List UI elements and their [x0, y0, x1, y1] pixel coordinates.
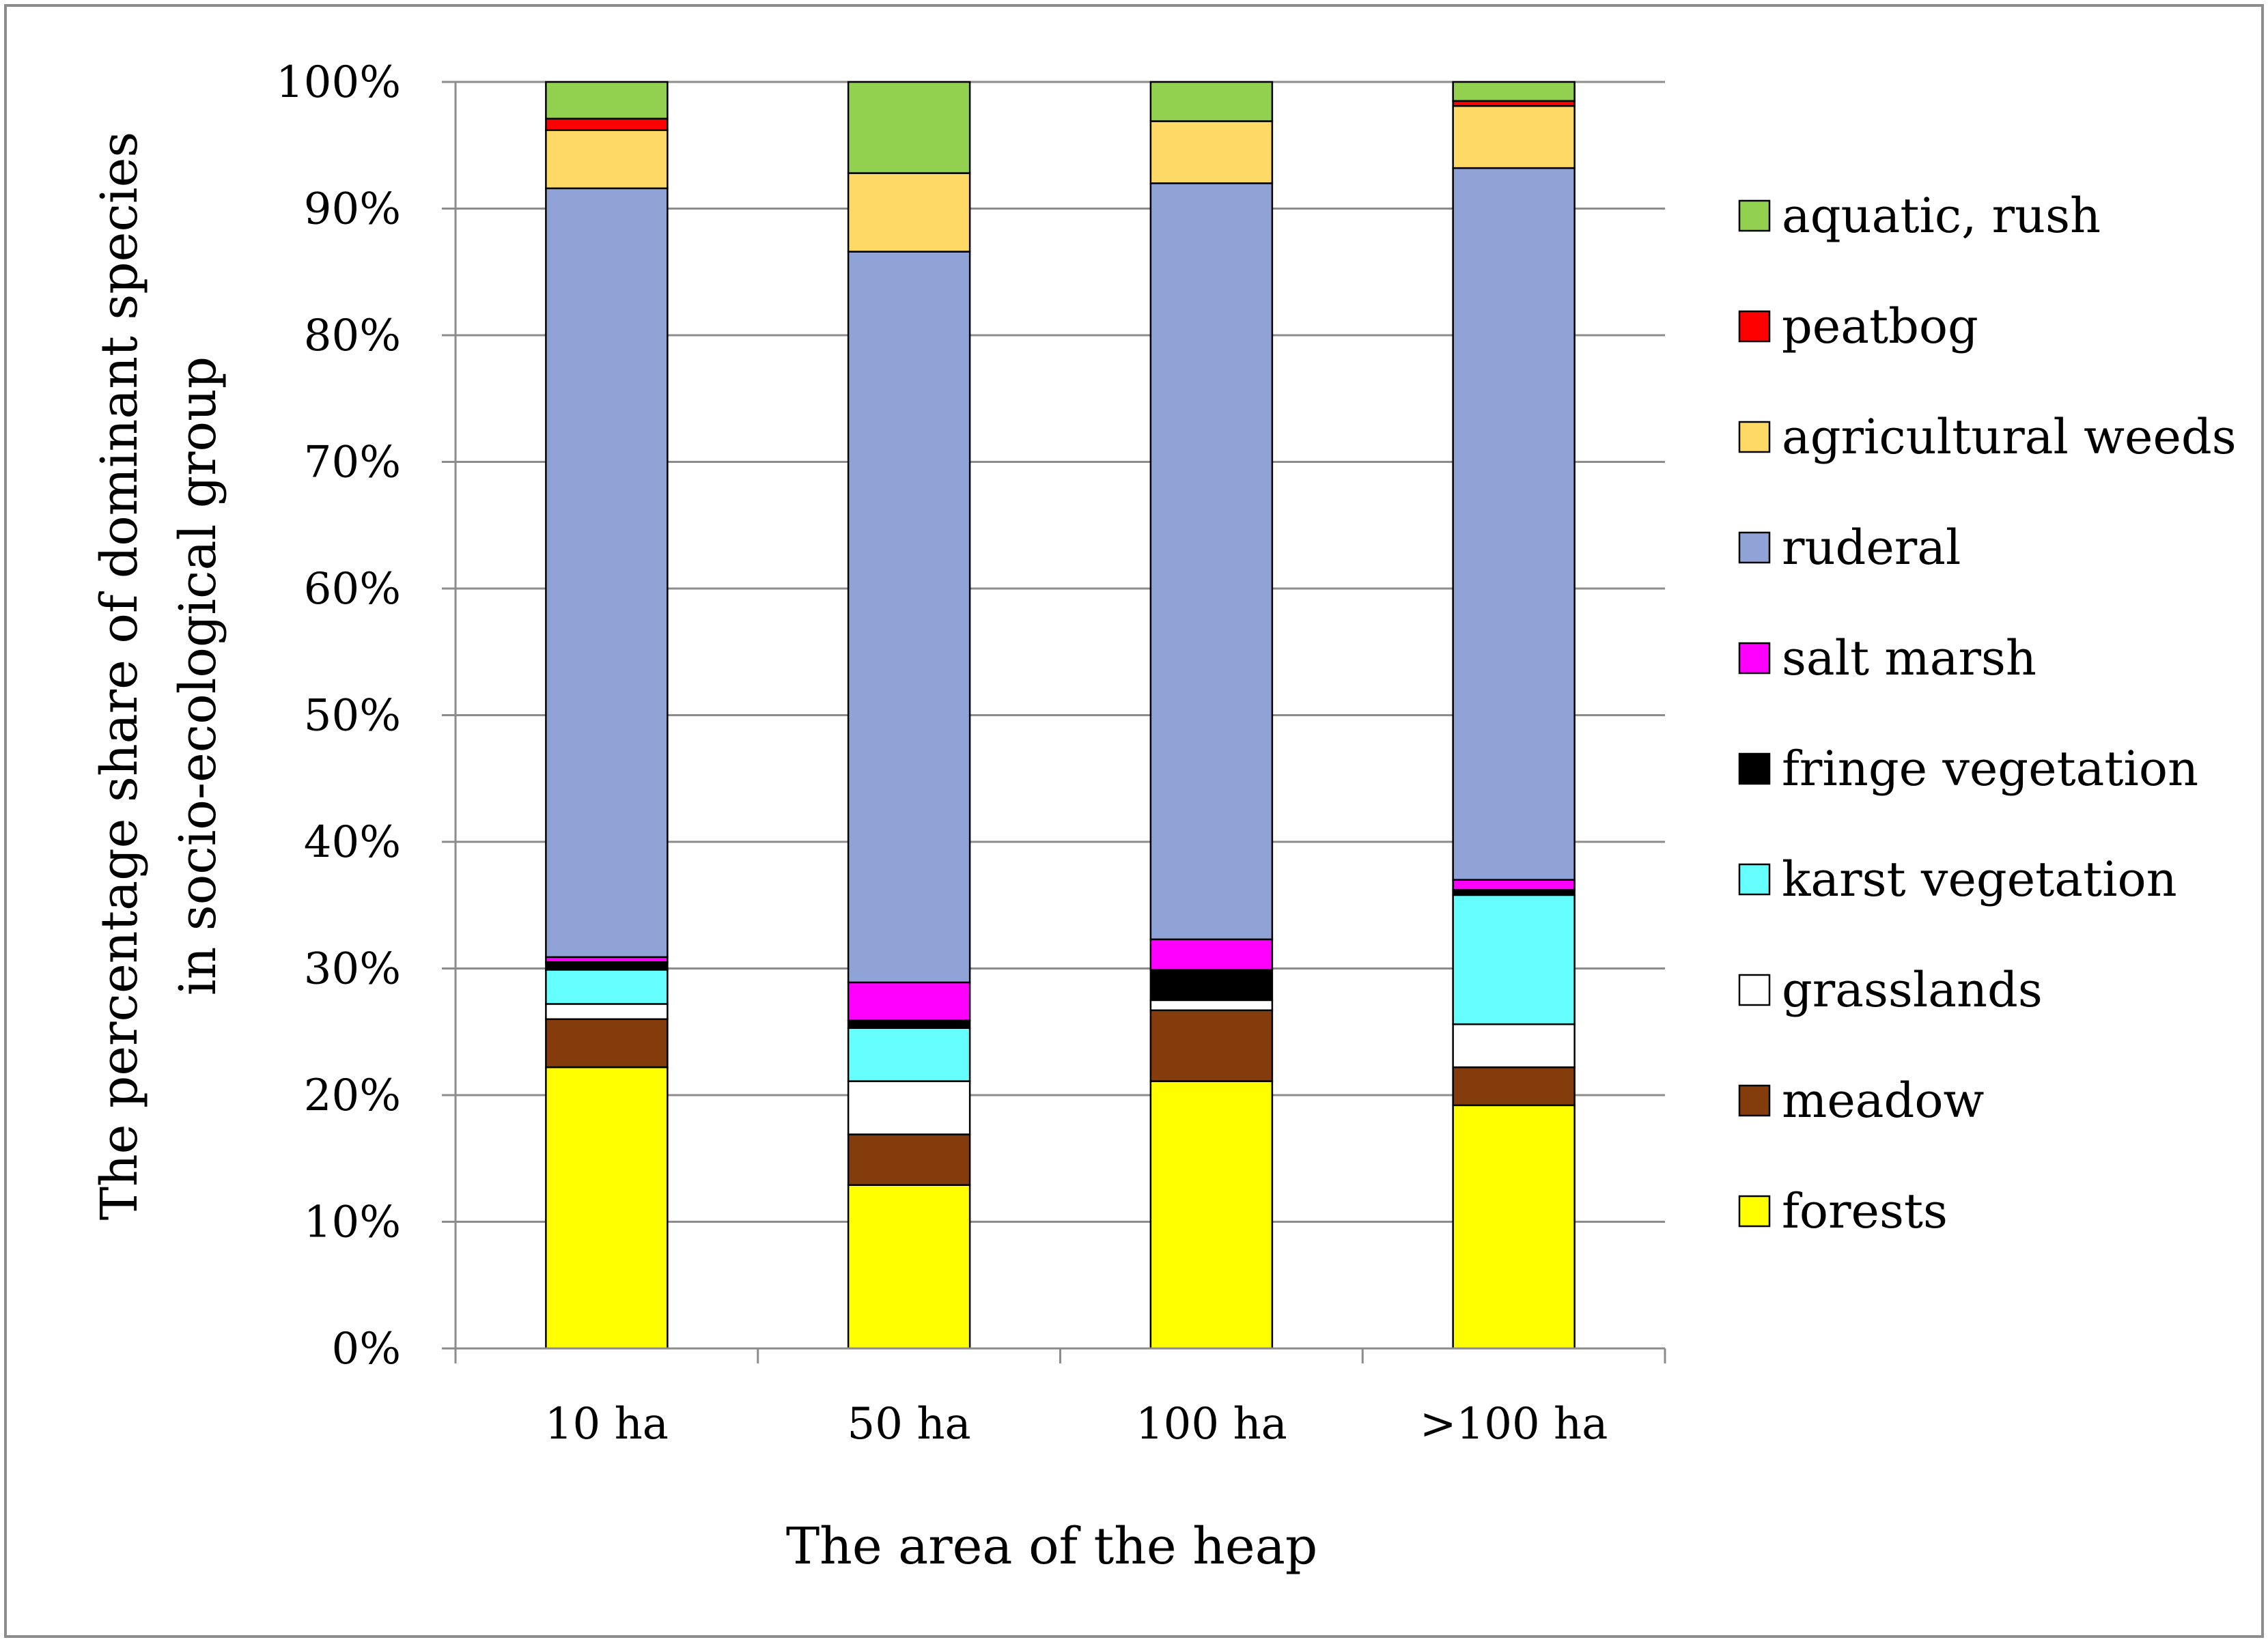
bar-segment-grasslands: [1149, 999, 1274, 1011]
legend-swatch: [1738, 199, 1771, 232]
y-tick-label: 80%: [304, 311, 401, 361]
bar-segment-salt-marsh: [847, 981, 971, 1021]
bars: [545, 81, 1576, 1350]
legend-item: ruderal: [1738, 520, 1961, 576]
y-axis-title-line-2: in socio-ecological group: [169, 356, 227, 995]
legend-label: grasslands: [1782, 962, 2043, 1018]
bar-segment-karst-vegetation: [1452, 894, 1576, 1025]
legend-item: salt marsh: [1738, 630, 2036, 686]
y-tick-label: 30%: [304, 944, 401, 995]
y-tick-labels: 0% 10% 20% 30% 40% 50% 60% 70% 80% 90% 100%: [276, 57, 401, 1374]
bar-segment-grasslands: [1452, 1023, 1576, 1068]
bar-segment-aquatic-rush: [1452, 81, 1576, 102]
legend-item: forests: [1738, 1183, 1948, 1239]
x-category-label: 10 ha: [545, 1399, 669, 1449]
legend-item: aquatic, rush: [1738, 188, 2101, 244]
legend-swatch: [1738, 310, 1771, 343]
bar-segment-karst-vegetation: [545, 969, 669, 1005]
legend-swatch: [1738, 1084, 1771, 1117]
x-axis-title: The area of the heap: [786, 1517, 1317, 1576]
legend-swatch: [1738, 1195, 1771, 1228]
legend-label: meadow: [1782, 1073, 1984, 1129]
y-tick-label: 20%: [304, 1071, 401, 1121]
legend-label: forests: [1782, 1183, 1948, 1239]
legend-label: ruderal: [1782, 520, 1961, 576]
y-tick-label: 40%: [304, 817, 401, 868]
y-tick-label: 70%: [304, 438, 401, 488]
bar-segment-meadow: [1149, 1009, 1274, 1082]
legend-item: grasslands: [1738, 962, 2043, 1018]
x-category-label: 100 ha: [1136, 1399, 1287, 1449]
axes: [442, 81, 1666, 1363]
bar-segment-forests: [1452, 1104, 1576, 1350]
y-tick-label: 0%: [331, 1324, 401, 1374]
legend-swatch: [1738, 642, 1771, 675]
legend-label: salt marsh: [1782, 630, 2036, 686]
bar-segment-forests: [847, 1184, 971, 1350]
y-tick-label: 50%: [304, 691, 401, 741]
bar-segment-aquatic-rush: [545, 81, 669, 120]
y-tick-label: 90%: [304, 184, 401, 235]
legend: aquatic, rush peatbog agricultural weeds ru…: [1738, 188, 2237, 1239]
bar-segment-agricultural-weeds: [847, 172, 971, 253]
legend-item: peatbog: [1738, 298, 1978, 354]
legend-swatch: [1738, 863, 1771, 896]
x-category-labels: 10 ha 50 ha 100 ha >100 ha: [545, 1399, 1608, 1449]
legend-item: karst vegetation: [1738, 851, 2177, 907]
bar-segment-meadow: [1452, 1066, 1576, 1107]
bar-segment-karst-vegetation: [847, 1027, 971, 1082]
legend-swatch: [1738, 531, 1771, 564]
bar-segment-agricultural-weeds: [1452, 104, 1576, 169]
legend-label: peatbog: [1782, 298, 1978, 354]
bar-segment-fringe-vegetation: [1149, 969, 1274, 1002]
y-tick-label: 10%: [304, 1198, 401, 1248]
legend-label: agricultural weeds: [1782, 409, 2237, 465]
y-axis-title: The percentage share of dominant species…: [90, 132, 227, 1221]
y-axis-title-line-1: The percentage share of dominant species: [90, 132, 149, 1221]
bar-segment-ruderal: [1149, 182, 1274, 941]
bar-segment-grasslands: [847, 1080, 971, 1135]
bar-segment-aquatic-rush: [847, 81, 971, 174]
bar-segment-grasslands: [545, 1003, 669, 1020]
bar-segment-salt-marsh: [1149, 938, 1274, 971]
bar-segment-ruderal: [1452, 167, 1576, 881]
bar-segment-ruderal: [847, 251, 971, 984]
bar-segment-meadow: [847, 1133, 971, 1186]
bar-segment-ruderal: [545, 187, 669, 959]
legend-label: karst vegetation: [1782, 851, 2177, 907]
legend-item: fringe vegetation: [1738, 741, 2198, 797]
bar-segment-agricultural-weeds: [545, 129, 669, 190]
legend-item: agricultural weeds: [1738, 409, 2237, 465]
chart-border: [4, 4, 2264, 1638]
legend-label: aquatic, rush: [1782, 188, 2101, 244]
legend-swatch: [1738, 974, 1771, 1006]
y-tick-label: 100%: [276, 57, 401, 108]
legend-label: fringe vegetation: [1782, 741, 2198, 797]
y-tick-label: 60%: [304, 564, 401, 614]
bar-segment-peatbog: [545, 117, 669, 131]
bar-segment-salt-marsh: [1452, 879, 1576, 891]
bar-segment-agricultural-weeds: [1149, 120, 1274, 184]
bar-segment-fringe-vegetation: [545, 961, 669, 971]
bar-segment-aquatic-rush: [1149, 81, 1274, 122]
legend-swatch: [1738, 752, 1771, 785]
legend-item: meadow: [1738, 1073, 1984, 1129]
bar-segment-meadow: [545, 1018, 669, 1068]
bar-segment-forests: [1149, 1080, 1274, 1350]
x-category-label: 50 ha: [848, 1399, 971, 1449]
legend-swatch: [1738, 421, 1771, 453]
x-category-label: >100 ha: [1420, 1399, 1608, 1449]
bar-segment-fringe-vegetation: [847, 1019, 971, 1029]
bar-segment-forests: [545, 1066, 669, 1350]
